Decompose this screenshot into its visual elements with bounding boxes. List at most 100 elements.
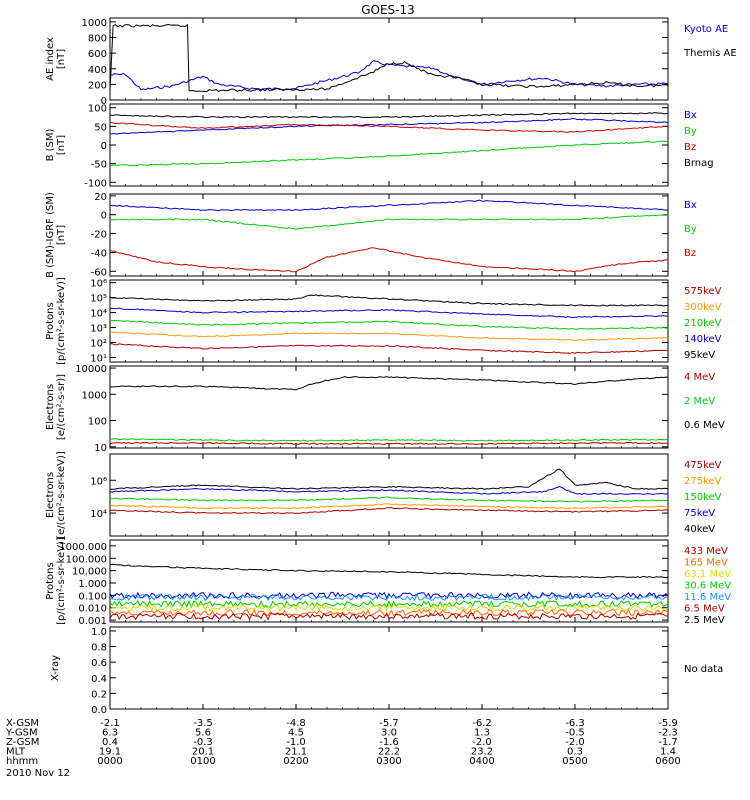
legend-entry: Themis AE <box>683 48 737 59</box>
legend-entry: 0.6 MeV <box>684 420 725 431</box>
y-tick-label: -60 <box>91 267 107 278</box>
legend-entry: 30.6 MeV <box>684 581 731 592</box>
series-line-475kev <box>109 507 669 515</box>
x-row-value: 5.6 <box>195 728 211 739</box>
x-row-label: Y-GSM <box>5 728 38 739</box>
y-axis-label: [e/(cm²-s-sr-keV)] <box>56 451 67 539</box>
y-axis-label: [p/(cm²-s-sr-keV)] <box>56 277 67 365</box>
legend-entry: Brnag <box>684 158 714 169</box>
y-tick-label: 200 <box>88 80 107 91</box>
legend-entry: 2 MeV <box>684 396 715 407</box>
series-line-63.1-mev <box>109 603 669 612</box>
y-tick-label: 0.0 <box>91 705 107 716</box>
panel-3: -60 -40 -20 0 20 B (SM)-IGRF (SM) [nT] Bx By Bz <box>45 192 697 278</box>
y-tick-label: -50 <box>91 160 107 171</box>
y-axis-label: B (SM)-IGRF (SM) <box>45 192 56 278</box>
y-tick-label: 10 <box>94 443 107 454</box>
panel-frame <box>109 279 669 363</box>
series-line-165-mev <box>109 608 669 617</box>
y-axis-label: Protons <box>45 302 56 339</box>
y-axis-label: Protons <box>45 562 56 599</box>
series-line-150kev <box>109 496 669 503</box>
y-tick-label: 0 <box>101 96 107 107</box>
y-tick-label: -100 <box>84 178 107 189</box>
legend-entry: 433 MeV <box>684 546 728 557</box>
x-row-value: 22.2 <box>378 747 400 758</box>
y-axis-label: X-ray <box>50 655 61 681</box>
y-axis-label: AE index <box>45 37 56 81</box>
x-row-value: 0400 <box>469 756 494 767</box>
legend-entry: Kyoto AE <box>684 24 728 35</box>
x-row-value: 0.3 <box>567 747 583 758</box>
legend-entry: 11.6 MeV <box>684 592 731 603</box>
x-row-value: -3.5 <box>193 718 213 729</box>
x-row-value: -0.3 <box>193 737 213 748</box>
x-row-value: 1.3 <box>474 728 490 739</box>
y-tick-label: 0.4 <box>91 674 107 685</box>
x-row-value: 0000 <box>97 756 122 767</box>
panel-frame <box>109 626 669 710</box>
x-row-value: 0500 <box>562 756 587 767</box>
x-row-value: -1.7 <box>658 737 678 748</box>
y-tick-label: 10⁵ <box>90 294 107 305</box>
legend-entry: 95keV <box>684 350 715 361</box>
panel-2: -100 -50 0 50 100 B (SM) [nT] Bx By Bz Brnag <box>45 103 714 189</box>
legend-entry: No data <box>684 664 723 675</box>
x-axis-table: X-GSM -2.1 -3.5 -4.8 -5.7 -6.2 -6.3 -5.9 Y-GSM 6.… <box>5 718 681 767</box>
legend-entry: 475keV <box>684 460 722 471</box>
legend-entry: 75keV <box>684 508 715 519</box>
y-axis-label: [e/(cm²-s-sr)] <box>56 374 67 440</box>
series-line-2-mev <box>109 437 669 442</box>
x-row-value: -5.9 <box>658 718 678 729</box>
y-tick-label: 600 <box>88 49 107 60</box>
x-row-value: 4.5 <box>288 728 304 739</box>
legend-entry: 40keV <box>684 524 715 535</box>
y-tick-label: 20 <box>94 192 107 203</box>
series-line-by <box>109 214 669 231</box>
legend-entry: 575keV <box>684 286 722 297</box>
x-row-value: -1.6 <box>379 737 399 748</box>
series-line-4-mev <box>109 441 669 445</box>
y-tick-label: 800 <box>88 34 107 45</box>
y-tick-label: 100 <box>88 417 107 428</box>
series-line-bz <box>109 247 669 273</box>
series-line-6.5-mev <box>109 591 669 600</box>
x-row-label: hhmm <box>6 756 38 767</box>
x-row-value: -6.2 <box>472 718 492 729</box>
x-row-value: -2.0 <box>565 737 585 748</box>
figure-title: GOES-13 <box>361 3 415 17</box>
series-line-bx <box>109 199 669 212</box>
series-line-themis-ae <box>109 23 669 93</box>
series-line-275kev <box>109 503 669 510</box>
y-tick-label: 1.000 <box>78 579 107 590</box>
panel-5: 10 100 1000 10000 Electrons [e/(cm²-s-sr)] 4 M… <box>45 364 725 454</box>
legend-entry: 150keV <box>684 492 722 503</box>
y-tick-label: 10² <box>90 339 107 350</box>
y-tick-label: 10⁶ <box>90 279 107 290</box>
y-tick-label: 0.8 <box>91 643 107 654</box>
y-tick-label: 0.001 <box>78 616 107 627</box>
x-row-value: 3.0 <box>381 728 397 739</box>
y-tick-label: 100.000 <box>66 554 107 565</box>
series-line-140kev <box>109 307 669 318</box>
y-axis-label: B (SM) <box>45 128 56 161</box>
y-tick-label: 1.0 <box>91 627 107 638</box>
x-row-value: 23.2 <box>471 747 493 758</box>
y-tick-label: -40 <box>91 248 107 259</box>
y-tick-label: 10000 <box>75 364 107 375</box>
x-row-value: -2.1 <box>100 718 120 729</box>
series-line-75kev <box>109 485 669 495</box>
x-row-value: -5.7 <box>379 718 399 729</box>
y-tick-label: 400 <box>88 65 107 76</box>
series-line-11.6-mev <box>109 593 669 602</box>
y-tick-label: 10¹ <box>90 353 107 364</box>
series-line-0.6-mev <box>109 376 669 391</box>
y-tick-label: 0 <box>101 211 107 222</box>
series-line-95kev <box>109 294 669 307</box>
x-row-value: 1.4 <box>660 747 676 758</box>
legend-entry: Bz <box>684 248 696 259</box>
y-tick-label: 10⁴ <box>90 509 107 520</box>
x-row-value: -6.3 <box>565 718 585 729</box>
x-row-label: X-GSM <box>6 718 39 729</box>
